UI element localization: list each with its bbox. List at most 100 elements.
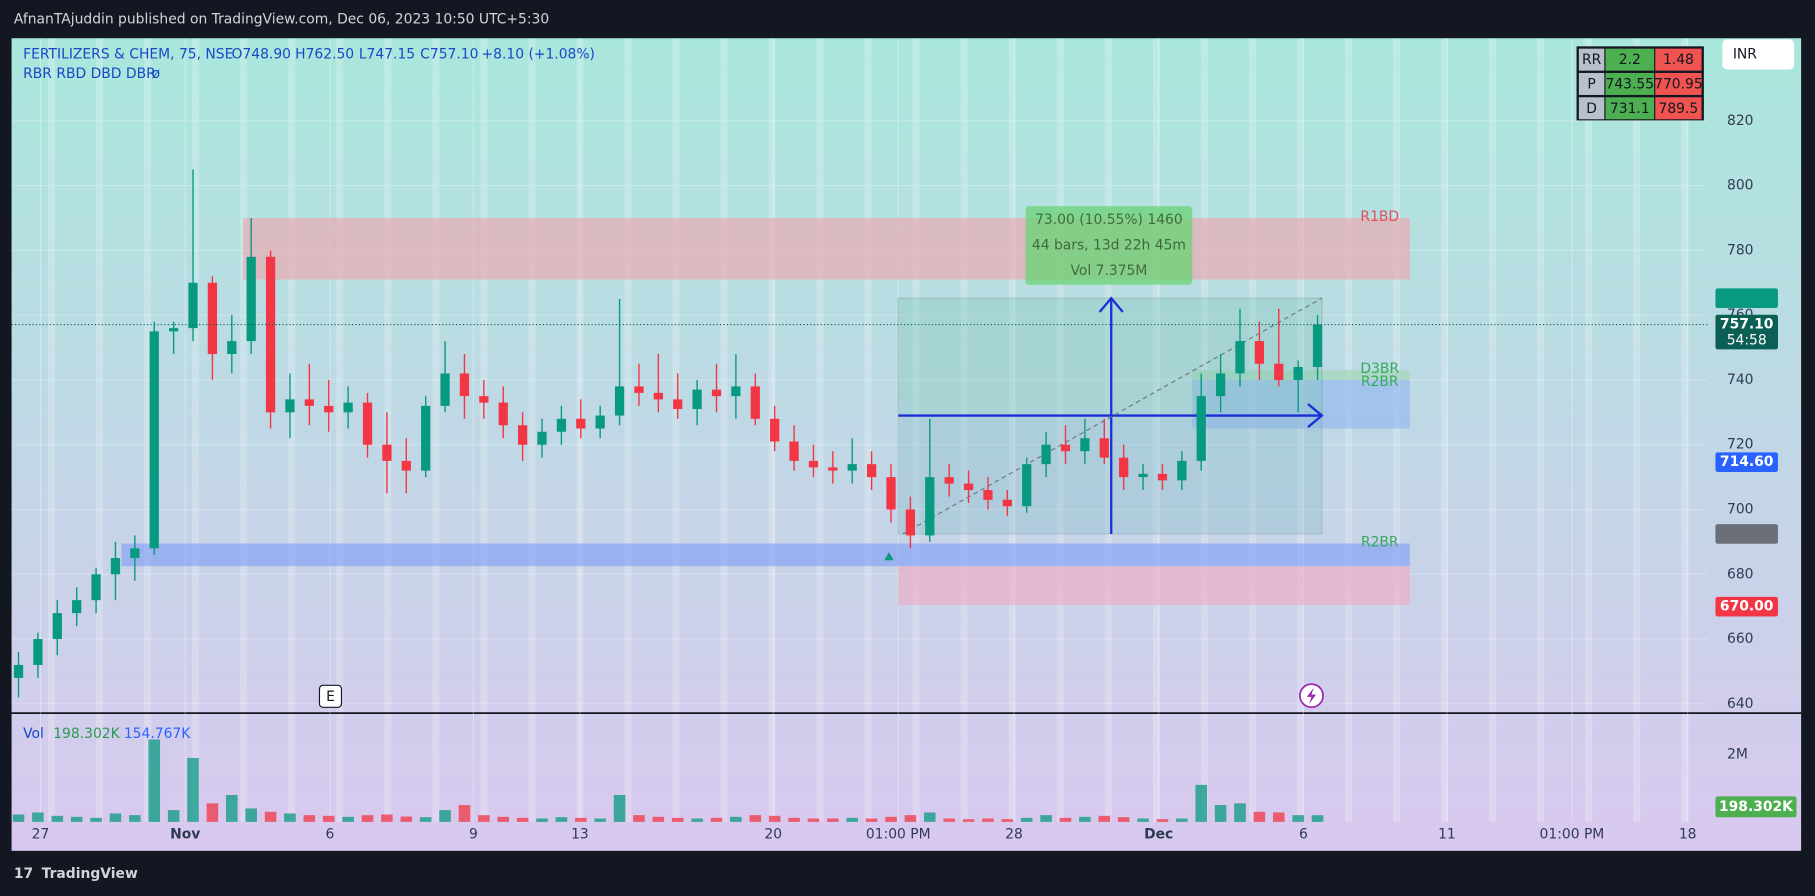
indicator-name: RBR RBD DBD DBR [23,66,156,82]
candle-body [944,477,954,484]
x-tick-label: 27 [32,827,50,843]
x-tick-label: 01:00 PM [1540,827,1605,843]
x-tick-label: 20 [764,827,782,843]
volume-tag-label: 198.302K [1719,799,1794,815]
volume-bar [129,815,141,822]
volume-bar [12,814,25,822]
table-cell [1578,72,1605,95]
earnings-label[interactable]: E [326,689,335,705]
volume-bar [1214,805,1227,822]
volume-bar [1292,815,1304,822]
currency-label[interactable]: INR [1733,46,1757,62]
volume-bar [730,816,742,822]
legend-symbol: FERTILIZERS & CHEM, 75, NSE [23,46,233,62]
x-tick-label: Dec [1144,827,1173,843]
volume-bar [982,818,994,822]
candle-body [634,386,644,393]
legend-change: +8.10 (+1.08%) [482,46,595,62]
volume-bar [1195,784,1208,822]
volume-bar [1001,819,1014,822]
x-tick-label: 6 [1299,827,1308,843]
volume-bar [536,818,548,822]
candle-body [188,282,198,329]
volume-bar [400,816,413,822]
candle-body [614,386,625,416]
publisher: AfnanTAjuddin published on TradingView.c… [14,12,549,28]
candle-body [1215,373,1226,397]
candle-body [673,399,683,410]
volume-bar [594,818,606,822]
x-tick-label: 13 [571,827,589,843]
candle-body [246,256,256,342]
volume-bar [1137,818,1149,822]
volume-bar [633,815,645,822]
candle-body [1274,363,1284,380]
currency-button[interactable] [1722,39,1795,70]
volume-bar [109,813,122,822]
candle-body [401,460,411,471]
price-tag-label: 714.60 [1720,454,1774,470]
candle-body [285,399,295,413]
candle-body [692,389,702,410]
volume-bar [206,803,219,822]
volume-bar [284,813,296,822]
volume-bar [1020,817,1033,822]
candle-body [149,331,159,549]
brand-logo: 17 [14,866,33,882]
candle-body [382,444,392,461]
y-tick-label: 800 [1727,178,1753,194]
y-tick-label: 640 [1727,696,1753,712]
candle-body [770,418,780,442]
volume-bar [245,808,257,822]
volume-bar [90,817,102,822]
table-cell-text: D [1586,101,1597,117]
candle-body [1293,366,1303,380]
candle-body [711,389,722,397]
volume-bar [1079,816,1091,822]
candle-body [1080,438,1090,452]
zone-label: D3BR [1360,361,1399,377]
candle-body [265,256,276,413]
volume-bar [51,815,64,822]
candle-body [789,441,799,461]
candle-body [595,415,605,429]
table-cell-text: RR [1582,52,1602,68]
arrow-head [1098,296,1124,313]
volume-bar [1234,803,1246,822]
candle-body [653,392,663,400]
dividend-bolt [1306,687,1317,704]
volume-bar [497,816,510,822]
table-cell-text: 731.1 [1610,101,1650,117]
zone-label: R2BR [1361,534,1399,550]
legend-open: O748.90 [232,46,291,62]
table-cell [1655,48,1702,71]
volume-bar [827,818,839,822]
candle-body [459,373,470,397]
volume-legend: Vol [23,726,44,742]
volume-bar [167,810,180,822]
candle-body [498,402,508,426]
session-stripes [11,38,1707,822]
table-cell [1605,97,1655,120]
y-tick-label: 720 [1727,437,1753,453]
volume-bar [1272,812,1285,822]
volume-bar [148,739,161,822]
volume-bar [264,811,277,822]
earnings-icon[interactable] [318,684,343,708]
legend-low: L747.15 [359,46,415,62]
candle-body [1002,499,1012,507]
table-cell [1578,97,1605,120]
volume-bar [226,794,238,822]
y-tick-label: 660 [1727,631,1753,647]
candle-body [905,509,916,536]
candle-body [983,490,993,500]
candle-body [1119,457,1129,478]
volume-bar [555,817,568,822]
volume-bar [361,815,374,822]
candle-body [130,548,140,559]
volume-bar [613,794,626,822]
volume-bar [1059,817,1072,822]
zone [121,543,1410,567]
volume-bar [575,817,587,822]
